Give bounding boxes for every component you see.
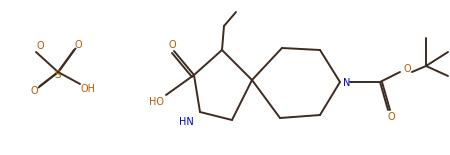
Text: N: N	[343, 78, 351, 88]
Text: O: O	[168, 40, 176, 50]
Text: O: O	[403, 64, 411, 74]
Text: O: O	[36, 41, 44, 51]
Text: O: O	[74, 40, 82, 50]
Text: O: O	[387, 112, 395, 122]
Text: HN: HN	[179, 117, 194, 127]
Text: HO: HO	[148, 97, 163, 107]
Text: O: O	[30, 86, 38, 96]
Text: OH: OH	[81, 84, 95, 94]
Text: S: S	[55, 70, 61, 80]
